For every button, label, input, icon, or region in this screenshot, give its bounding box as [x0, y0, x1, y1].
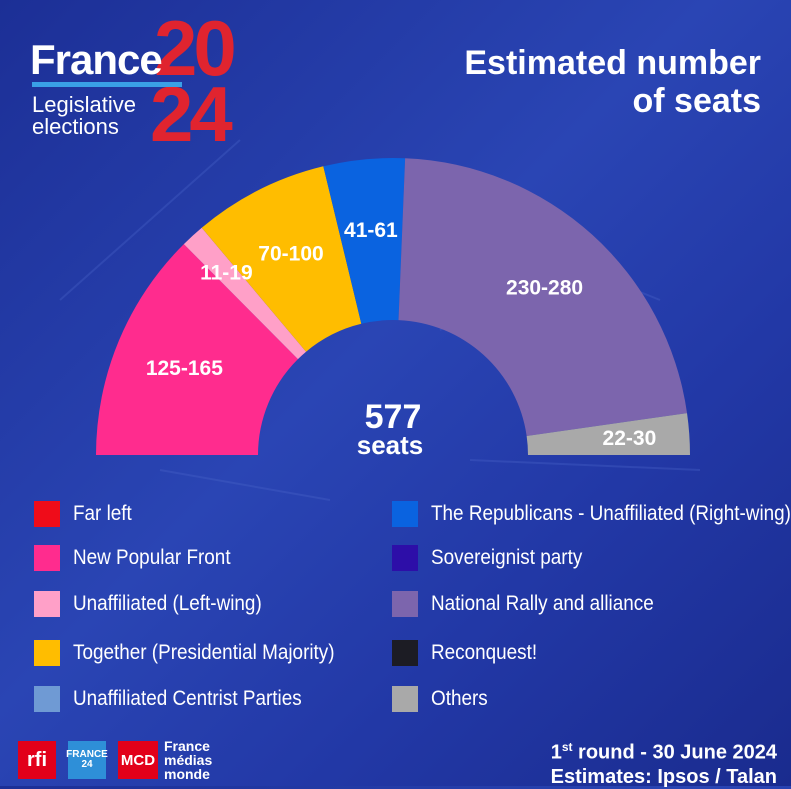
- france24-logo-bottom: 24: [81, 759, 93, 770]
- fmm-line1: France: [164, 738, 210, 754]
- hemicycle-segment: [526, 413, 690, 455]
- hemicycle-segment: [201, 166, 362, 352]
- hemicycle-segment: [183, 227, 307, 360]
- france24-logo: FRANCE 24: [66, 741, 108, 779]
- hemicycle-segment: [398, 158, 688, 436]
- segment-value-label: 70-100: [258, 242, 323, 265]
- logo-underline: [32, 82, 182, 87]
- round-num: 1: [550, 741, 562, 764]
- chart-title: Estimated number of seats: [464, 44, 761, 120]
- round-sup: st: [561, 740, 573, 754]
- segment-value-label: 11-19: [200, 262, 253, 285]
- mcd-logo: MCD: [118, 741, 158, 779]
- segment-value-label: 41-61: [344, 219, 398, 242]
- hemicycle-segment: [96, 244, 298, 455]
- france24-logo-top: FRANCE: [66, 749, 108, 760]
- france24-elections-logo: 20 24 France Legislative elections: [28, 4, 278, 158]
- rfi-logo: rfi: [18, 741, 56, 779]
- logo-year-top: 20: [154, 4, 237, 92]
- broadcaster-logos: rfi FRANCE 24 MCD France médias monde: [18, 739, 212, 781]
- total-seats-label: seats: [357, 430, 424, 460]
- fmm-line2: médias: [164, 752, 213, 768]
- chart-title-line1: Estimated number: [464, 44, 761, 82]
- estimates-source: Estimates: Ipsos / Talan: [550, 765, 777, 788]
- segment-value-label: 22-30: [603, 427, 657, 450]
- france-medias-monde-logo: France médias monde: [164, 739, 212, 781]
- segment-value-label: 230-280: [506, 276, 583, 299]
- chart-title-line2: of seats: [632, 82, 762, 120]
- total-seats-value: 577: [365, 398, 422, 436]
- logo-france: France: [30, 36, 163, 83]
- logo-year-bottom: 24: [150, 70, 233, 158]
- round-date: 1st round - 30 June 2024: [551, 735, 777, 765]
- fmm-line3: monde: [164, 766, 210, 782]
- source-note: 1st round - 30 June 2024 Estimates: Ipso…: [551, 735, 777, 789]
- segment-value-label: 125-165: [146, 357, 223, 380]
- logo-subtitle-line2: elections: [32, 114, 119, 139]
- round-rest: round - 30 June 2024: [572, 741, 777, 764]
- hemicycle-segment: [323, 157, 406, 324]
- logo-subtitle-line1: Legislative: [32, 92, 136, 117]
